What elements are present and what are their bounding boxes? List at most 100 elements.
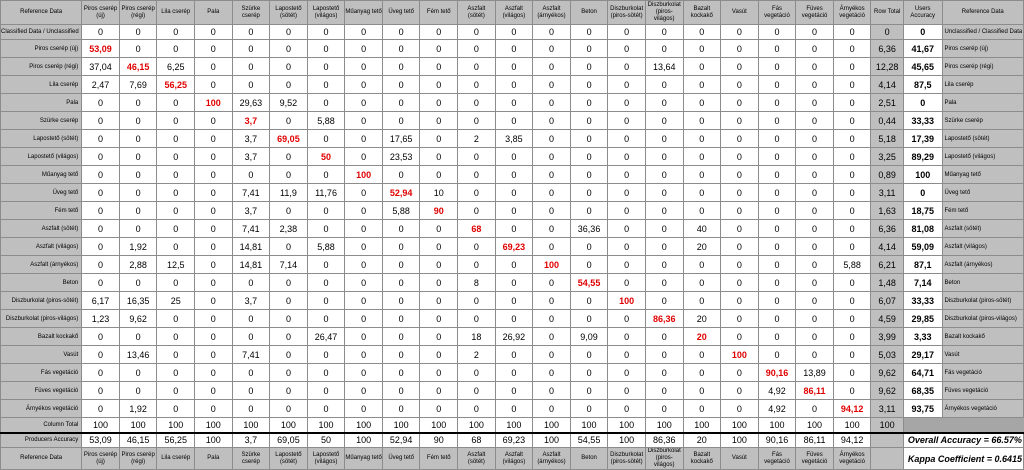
matrix-cell: 0	[795, 399, 834, 418]
matrix-cell: 0	[644, 291, 684, 310]
row-label: Lapostető (sötét)	[0, 129, 83, 148]
matrix-cell: 0	[644, 24, 684, 40]
matrix-cell: 0	[795, 255, 834, 274]
matrix-cell-diagonal: 90	[419, 201, 459, 220]
matrix-cell: 0	[381, 57, 421, 76]
matrix-cell: 0	[795, 165, 834, 184]
row-label: Üveg tető	[0, 183, 83, 202]
matrix-cell: 0	[194, 24, 233, 40]
matrix-cell: 0	[231, 39, 271, 58]
matrix-cell: 0	[344, 381, 383, 400]
matrix-cell: 0	[644, 165, 684, 184]
column-header: Füves vegetáció	[795, 0, 834, 25]
matrix-cell: 0	[682, 75, 722, 94]
matrix-cell: 0	[532, 291, 571, 310]
column-total-label: Column Total	[0, 417, 83, 433]
matrix-cell: 0	[607, 57, 646, 76]
matrix-cell: 0	[795, 291, 834, 310]
matrix-cell: 0	[306, 255, 346, 274]
matrix-cell: 0	[344, 399, 383, 418]
matrix-cell: 0	[457, 309, 496, 328]
matrix-cell: 20	[682, 237, 722, 256]
matrix-cell: 16,35	[118, 291, 158, 310]
matrix-cell: 0	[795, 24, 834, 40]
matrix-cell: 0	[194, 129, 233, 148]
matrix-cell: 0	[344, 183, 383, 202]
matrix-cell: 0	[757, 345, 797, 364]
matrix-cell: 0	[306, 399, 346, 418]
matrix-cell: 0	[532, 219, 571, 238]
matrix-cell: 0	[269, 111, 308, 130]
matrix-cell: 0	[532, 399, 571, 418]
matrix-cell: 0	[156, 273, 195, 292]
matrix-cell: 0	[81, 147, 120, 166]
column-footer: Aszfalt (sötét)	[457, 447, 496, 470]
matrix-cell: 0	[832, 327, 872, 346]
row-label-right: Aszfalt (árnyékos)	[941, 255, 1024, 274]
matrix-cell: 0	[832, 165, 872, 184]
users-accuracy-cell: 93,75	[902, 399, 943, 418]
matrix-cell: 37,04	[81, 57, 120, 76]
row-total-cell: 3,99	[870, 327, 904, 346]
class-row: Lila cserép 2,47 7,69 56,25 0 0 0 0 0 0 0 0 0 0 0 0 0 0 0 0…	[0, 75, 1024, 94]
matrix-cell: 0	[81, 93, 120, 112]
row-label: Aszfalt (sötét)	[0, 219, 83, 238]
row-label-right: Fás vegetáció	[941, 363, 1024, 382]
row-total-cell: 4,14	[870, 75, 904, 94]
matrix-cell: 0	[757, 219, 797, 238]
matrix-cell: 0	[419, 129, 459, 148]
producers-accuracy-cell: 86,11	[795, 431, 834, 448]
matrix-cell: 0	[832, 129, 872, 148]
matrix-cell: 0	[720, 291, 759, 310]
matrix-cell: 0	[720, 363, 759, 382]
row-label: Fém tető	[0, 201, 83, 220]
matrix-cell: 0	[231, 75, 271, 94]
matrix-cell: 0	[494, 219, 534, 238]
matrix-cell: 0	[494, 381, 534, 400]
column-header: Árnyékos vegetáció	[832, 0, 872, 25]
matrix-cell: 0	[832, 75, 872, 94]
matrix-cell: 0	[569, 345, 609, 364]
class-row: Piros cserép (új) 53,09 0 0 0 0 0 0 0 0 0 0 0 0 0 0 0 0 0 0…	[0, 39, 1024, 58]
matrix-cell: 0	[532, 24, 571, 40]
row-label: Aszfalt (világos)	[0, 237, 83, 256]
matrix-cell: 0	[720, 399, 759, 418]
matrix-cell: 0	[457, 291, 496, 310]
matrix-cell: 0	[306, 381, 346, 400]
matrix-cell: 14,81	[231, 255, 271, 274]
matrix-cell: 0	[682, 291, 722, 310]
row-label: Bazalt kockakő	[0, 327, 83, 346]
matrix-cell: 0	[118, 147, 158, 166]
matrix-cell: 0	[306, 345, 346, 364]
row-total-cell: 3,11	[870, 183, 904, 202]
matrix-cell-diagonal: 86,36	[644, 309, 684, 328]
matrix-cell: 0	[682, 129, 722, 148]
matrix-cell: 29,63	[231, 93, 271, 112]
matrix-cell: 0	[118, 183, 158, 202]
matrix-cell: 0	[419, 39, 459, 58]
matrix-cell: 0	[832, 237, 872, 256]
matrix-cell: 0	[644, 327, 684, 346]
matrix-cell: 0	[607, 309, 646, 328]
matrix-cell: 0	[832, 201, 872, 220]
matrix-cell: 0	[569, 291, 609, 310]
matrix-cell: 0	[494, 111, 534, 130]
column-footer: Diszburkolat (piros-világos)	[644, 447, 684, 470]
matrix-cell: 0	[795, 327, 834, 346]
users-accuracy-cell: 89,29	[902, 147, 943, 166]
matrix-cell: 0	[231, 309, 271, 328]
producers-accuracy-cell: 90,16	[757, 431, 797, 448]
matrix-cell: 0	[569, 39, 609, 58]
column-header: Üveg tető	[381, 0, 421, 25]
matrix-cell: 0	[532, 57, 571, 76]
matrix-cell: 0	[156, 345, 195, 364]
matrix-cell: 0	[532, 75, 571, 94]
matrix-cell: 0	[118, 381, 158, 400]
matrix-cell: 0	[720, 381, 759, 400]
matrix-cell: 0	[682, 93, 722, 112]
class-row: Beton 0 0 0 0 0 0 0 0 0 0 8 0 0 54,55 0 0 0 0 0 0 0 1,48 7,14 Be…	[0, 273, 1024, 292]
matrix-cell: 0	[457, 24, 496, 40]
column-header: Vasút	[720, 0, 759, 25]
matrix-cell: 0	[344, 273, 383, 292]
matrix-cell: 0	[381, 165, 421, 184]
